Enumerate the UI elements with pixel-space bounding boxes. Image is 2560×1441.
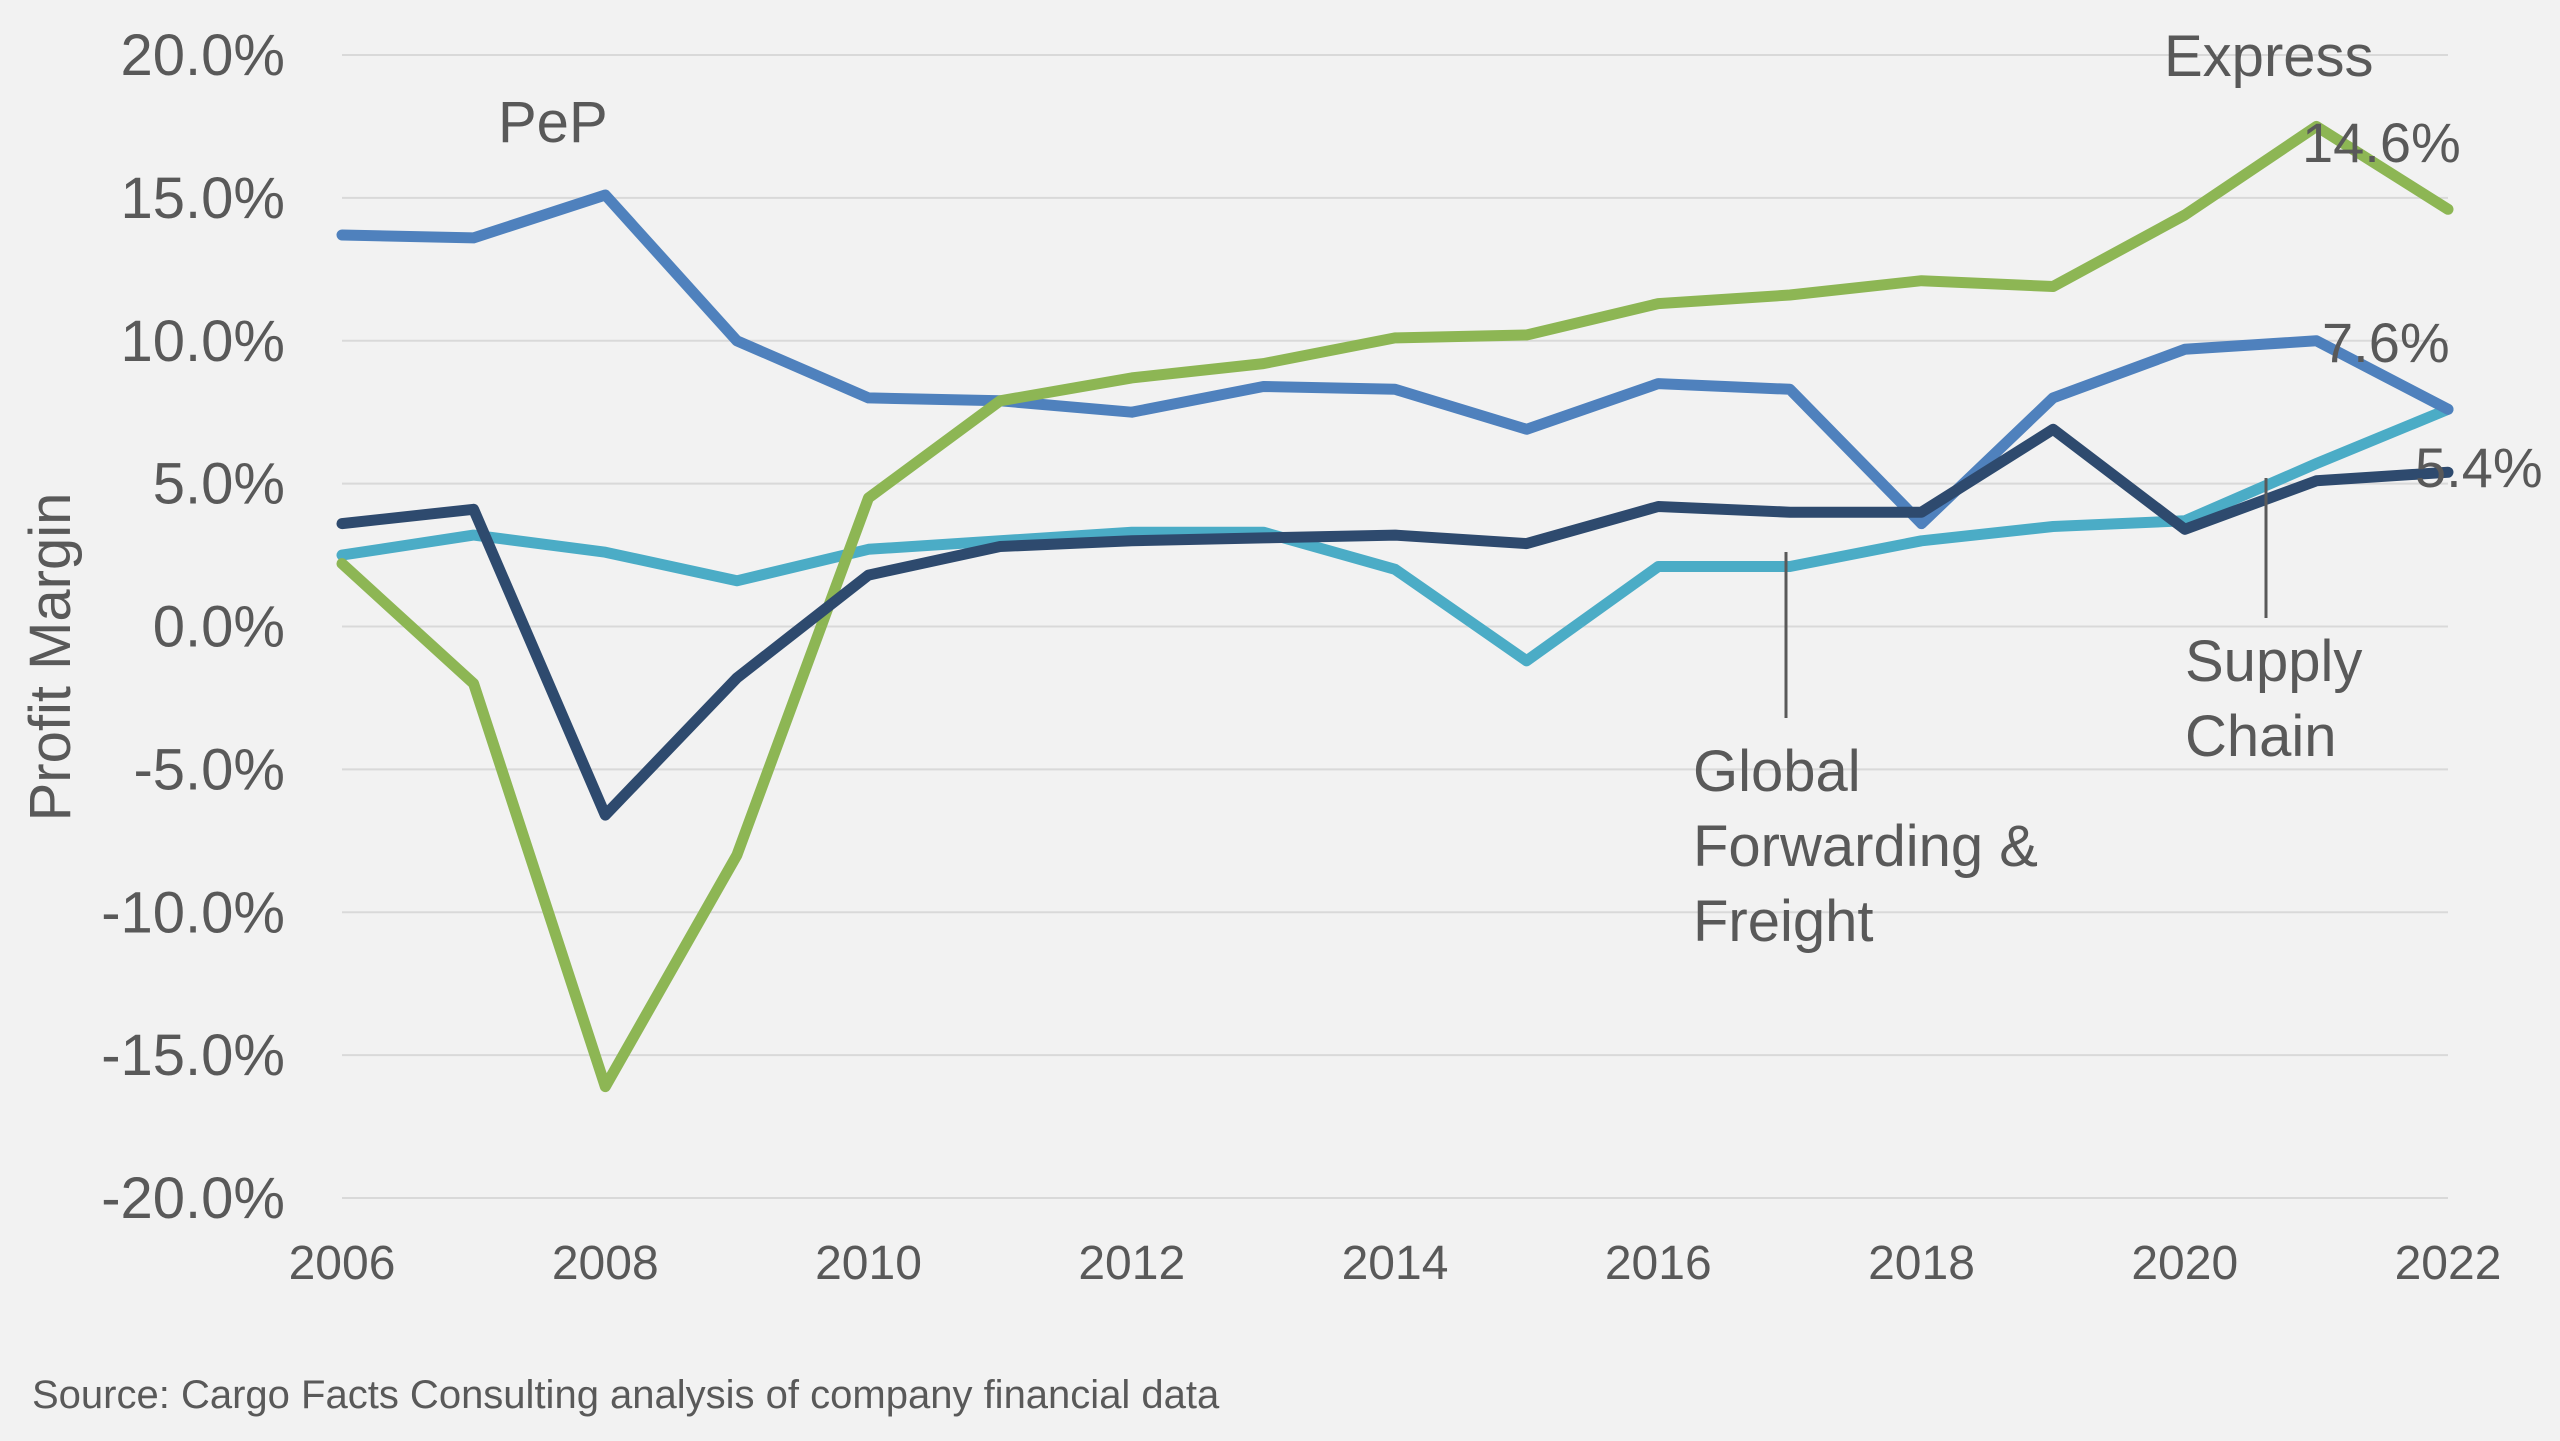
y-tick-label: 0.0% [153,595,285,660]
x-tick-label: 2012 [1078,1237,1185,1290]
y-tick-label: -10.0% [101,880,285,945]
express-series-label: Express [2164,24,2374,89]
x-axis-ticks: 2006 2008 2010 2012 2014 2016 2018 2020 2022 [289,1237,2502,1290]
series-line-supply-chain [336,423,2454,821]
x-tick-label: 2008 [552,1237,659,1290]
x-tick-label: 2014 [1342,1237,1449,1290]
x-tick-label: 2016 [1605,1237,1712,1290]
supply-chain-label-line-2: Chain [2185,704,2337,769]
x-tick-label: 2018 [1868,1237,1975,1290]
y-tick-label: 10.0% [121,309,285,374]
gff-label-line-2: Forwarding & [1693,814,2038,879]
supply-chain-end-value-label: 5.4% [2415,436,2543,499]
y-tick-label: 15.0% [121,166,285,231]
x-tick-label: 2020 [2131,1237,2238,1290]
y-tick-label: 20.0% [121,23,285,88]
supply-chain-series-label: Supply Chain [2185,629,2378,769]
gff-label-line-3: Freight [1693,889,1874,954]
express-end-value-label: 14.6% [2302,111,2461,174]
x-tick-label: 2022 [2395,1237,2502,1290]
series-line-pep [336,189,2454,530]
series-lines [336,120,2454,1093]
y-tick-label: -20.0% [101,1166,285,1231]
y-axis-ticks: 20.0% 15.0% 10.0% 5.0% 0.0% -5.0% -10.0% -15.0%… [101,23,285,1231]
series-line-global-forwarding-and-freight [336,403,2454,667]
y-tick-label: -15.0% [101,1023,285,1088]
y-axis-label: Profit Margin [18,493,83,822]
pep-series-label: PeP [498,90,608,155]
gff-label-line-1: Global [1693,739,1861,804]
x-tick-label: 2010 [815,1237,922,1290]
gff-series-label: Global Forwarding & Freight [1693,739,2054,954]
x-tick-label: 2006 [289,1237,396,1290]
series-line-express [336,120,2454,1093]
gridlines [342,54,2448,1199]
supply-chain-label-line-1: Supply [2185,629,2362,694]
y-tick-label: -5.0% [133,737,285,802]
pep-end-value-label: 7.6% [2322,311,2450,374]
source-note: Source: Cargo Facts Consulting analysis … [32,1373,1220,1417]
y-tick-label: 5.0% [153,452,285,517]
